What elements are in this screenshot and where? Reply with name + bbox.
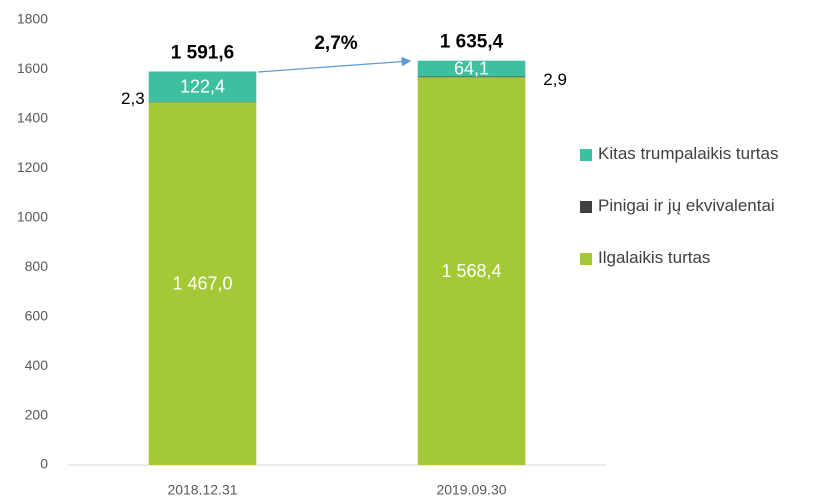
bar-segment <box>148 71 257 102</box>
x-tick-label: 2018.12.31 <box>167 482 237 498</box>
value-label: 122,4 <box>180 76 225 96</box>
total-label: 1 591,6 <box>171 43 234 64</box>
y-tick-label: 400 <box>25 357 49 373</box>
value-label: 64,1 <box>454 58 489 78</box>
legend-item: Kitas trumpalaikis turtas <box>580 142 798 166</box>
bar-segment <box>417 77 526 466</box>
legend-item: Ilgalaikis turtas <box>580 246 798 270</box>
value-label: 1 568,4 <box>441 261 501 281</box>
legend-label: Pinigai ir jų ekvivalentai <box>598 196 775 215</box>
total-label: 1 635,4 <box>440 32 504 53</box>
y-tick-label: 1200 <box>17 159 48 175</box>
value-label: 2,9 <box>543 70 567 89</box>
bar-segment <box>148 102 257 465</box>
x-tick-label: 2019.09.30 <box>436 482 506 498</box>
value-label: 1 467,0 <box>172 273 232 293</box>
growth-arrow <box>257 56 412 73</box>
y-tick-label: 1800 <box>17 11 48 27</box>
y-tick-label: 1600 <box>17 60 48 76</box>
bar-segment <box>148 101 257 103</box>
bar-segment <box>417 60 526 77</box>
bar-segment <box>417 76 526 78</box>
y-tick-label: 0 <box>40 456 48 472</box>
y-tick-label: 1000 <box>17 208 48 224</box>
legend-label: Kitas trumpalaikis turtas <box>598 144 779 163</box>
legend-swatch <box>580 253 592 265</box>
value-label: 2,3 <box>121 89 145 108</box>
y-tick-label: 800 <box>25 258 49 274</box>
legend: Kitas trumpalaikis turtas Pinigai ir jų e… <box>580 142 820 298</box>
y-tick-label: 600 <box>25 307 49 323</box>
legend-item: Pinigai ir jų ekvivalentai <box>580 194 822 218</box>
y-tick-label: 1400 <box>17 110 48 126</box>
annotation: 2,7% <box>314 33 357 54</box>
legend-swatch <box>580 201 592 213</box>
legend-swatch <box>580 149 592 161</box>
legend-label: Ilgalaikis turtas <box>598 248 711 267</box>
y-tick-label: 200 <box>25 406 49 422</box>
